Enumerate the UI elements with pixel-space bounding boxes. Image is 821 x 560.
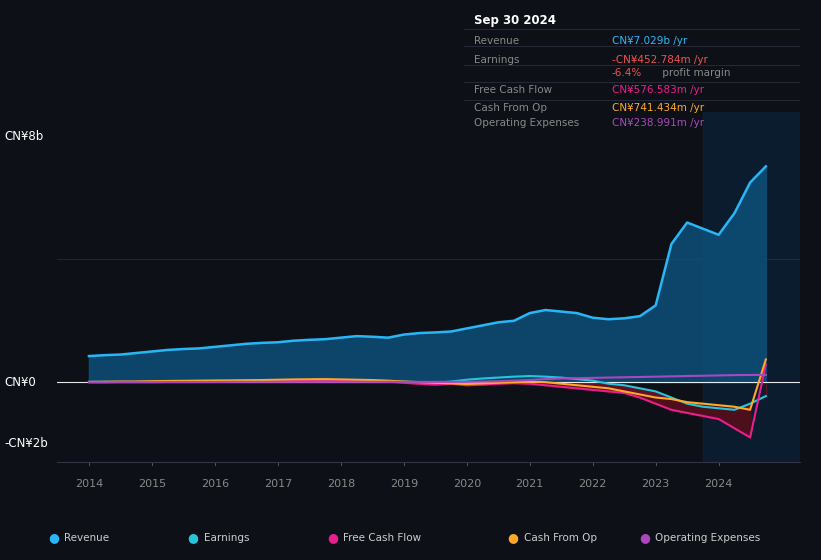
- Text: -CN¥2b: -CN¥2b: [4, 437, 48, 450]
- Text: 2014: 2014: [75, 479, 103, 489]
- Text: 2017: 2017: [264, 479, 292, 489]
- Text: 2015: 2015: [138, 479, 166, 489]
- Text: 2022: 2022: [579, 479, 607, 489]
- Text: 2023: 2023: [641, 479, 670, 489]
- Text: CN¥8b: CN¥8b: [4, 130, 44, 143]
- Text: Revenue: Revenue: [64, 533, 109, 543]
- Text: profit margin: profit margin: [659, 68, 731, 78]
- Text: CN¥741.434m /yr: CN¥741.434m /yr: [612, 103, 704, 113]
- Text: Earnings: Earnings: [474, 55, 520, 65]
- Text: Earnings: Earnings: [204, 533, 249, 543]
- Text: CN¥0: CN¥0: [4, 376, 36, 389]
- Text: Operating Expenses: Operating Expenses: [655, 533, 760, 543]
- Text: 2019: 2019: [390, 479, 418, 489]
- Text: Free Cash Flow: Free Cash Flow: [343, 533, 421, 543]
- Text: 2024: 2024: [704, 479, 733, 489]
- Text: ●: ●: [327, 531, 338, 544]
- Text: Free Cash Flow: Free Cash Flow: [474, 85, 552, 95]
- Text: CN¥238.991m /yr: CN¥238.991m /yr: [612, 118, 704, 128]
- Text: ●: ●: [639, 531, 650, 544]
- Text: Revenue: Revenue: [474, 36, 519, 46]
- Text: -6.4%: -6.4%: [612, 68, 642, 78]
- Text: Sep 30 2024: Sep 30 2024: [474, 15, 556, 27]
- Text: CN¥576.583m /yr: CN¥576.583m /yr: [612, 85, 704, 95]
- Text: 2016: 2016: [201, 479, 229, 489]
- Text: Cash From Op: Cash From Op: [474, 103, 547, 113]
- Bar: [703, 112, 800, 462]
- Text: 2020: 2020: [452, 479, 481, 489]
- Text: CN¥7.029b /yr: CN¥7.029b /yr: [612, 36, 687, 46]
- Text: ●: ●: [507, 531, 519, 544]
- Text: 2018: 2018: [327, 479, 355, 489]
- Text: ●: ●: [48, 531, 59, 544]
- Text: Cash From Op: Cash From Op: [524, 533, 597, 543]
- Text: 2021: 2021: [516, 479, 544, 489]
- Text: ●: ●: [187, 531, 199, 544]
- Text: Operating Expenses: Operating Expenses: [474, 118, 579, 128]
- Text: -CN¥452.784m /yr: -CN¥452.784m /yr: [612, 55, 708, 65]
